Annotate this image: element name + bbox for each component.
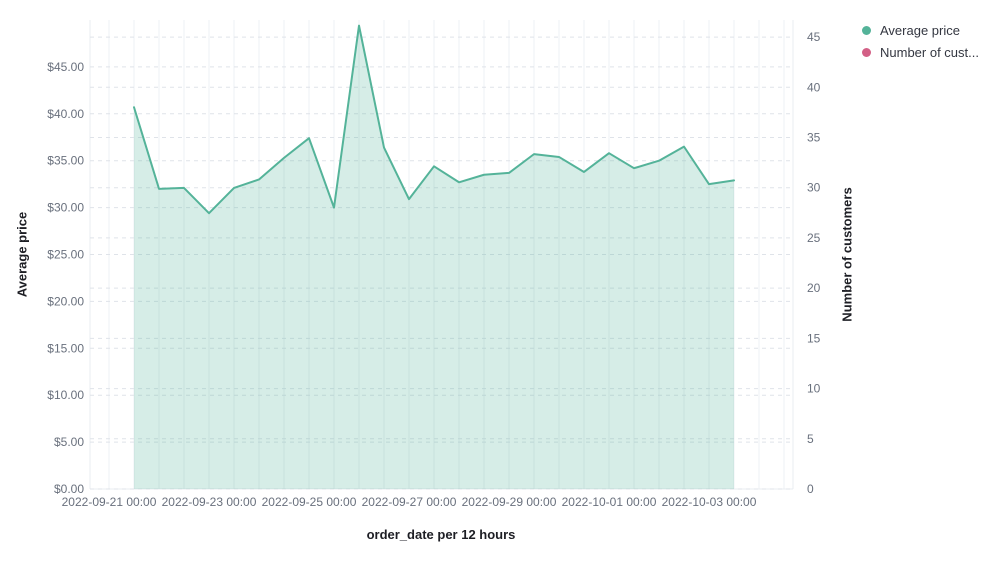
x-axis-title: order_date per 12 hours [366, 527, 516, 542]
left-axis-tick-label: $40.00 [47, 107, 84, 121]
left-axis-tick-label: $30.00 [47, 201, 84, 215]
legend-item-label: Average price [880, 22, 960, 38]
series-line [133, 24, 735, 215]
x-axis-tick-label: 2022-09-23 00:00 [162, 495, 257, 509]
x-axis-tick-label: 2022-09-25 00:00 [262, 495, 357, 509]
left-axis-tick-label: $5.00 [54, 435, 84, 449]
x-axis-tick-label: 2022-10-03 00:00 [662, 495, 757, 509]
legend: Average price Number of cust... [862, 22, 979, 60]
right-axis-tick-label: 10 [807, 382, 821, 396]
x-axis-tick-label: 2022-09-29 00:00 [462, 495, 557, 509]
left-axis-tick-label: $10.00 [47, 388, 84, 402]
right-axis-tick-label: 25 [807, 231, 821, 245]
right-axis-tick-label: 40 [807, 80, 821, 94]
left-axis-tick-label: $15.00 [47, 341, 84, 355]
legend-item-average-price[interactable]: Average price [862, 22, 979, 38]
x-axis-tick-label: 2022-09-21 00:00 [62, 495, 157, 509]
left-axis-tick-label: $25.00 [47, 248, 84, 262]
right-axis-tick-label: 20 [807, 281, 821, 295]
right-axis-tick-label: 0 [807, 482, 814, 496]
right-axis-tick-label: 30 [807, 181, 821, 195]
x-axis-tick-label: 2022-10-01 00:00 [562, 495, 657, 509]
legend-item-number-of-customers[interactable]: Number of cust... [862, 44, 979, 60]
right-axis-title: Number of customers [839, 187, 855, 322]
right-axis-tick-label: 35 [807, 131, 821, 145]
legend-dot-icon [862, 47, 871, 57]
left-axis-title: Average price [14, 211, 30, 298]
left-axis-tick-label: $35.00 [47, 154, 84, 168]
x-axis-tick-label: 2022-09-27 00:00 [362, 495, 457, 509]
right-axis-tick-label: 45 [807, 30, 821, 44]
legend-dot-icon [862, 25, 871, 35]
left-axis-tick-label: $0.00 [54, 482, 84, 496]
left-axis-tick-label: $20.00 [47, 294, 84, 308]
left-axis-tick-label: $45.00 [47, 60, 84, 74]
area-fill [134, 25, 734, 490]
right-axis-tick-label: 5 [807, 432, 814, 446]
right-axis-tick-label: 15 [807, 331, 821, 345]
legend-item-label: Number of cust... [880, 44, 979, 60]
